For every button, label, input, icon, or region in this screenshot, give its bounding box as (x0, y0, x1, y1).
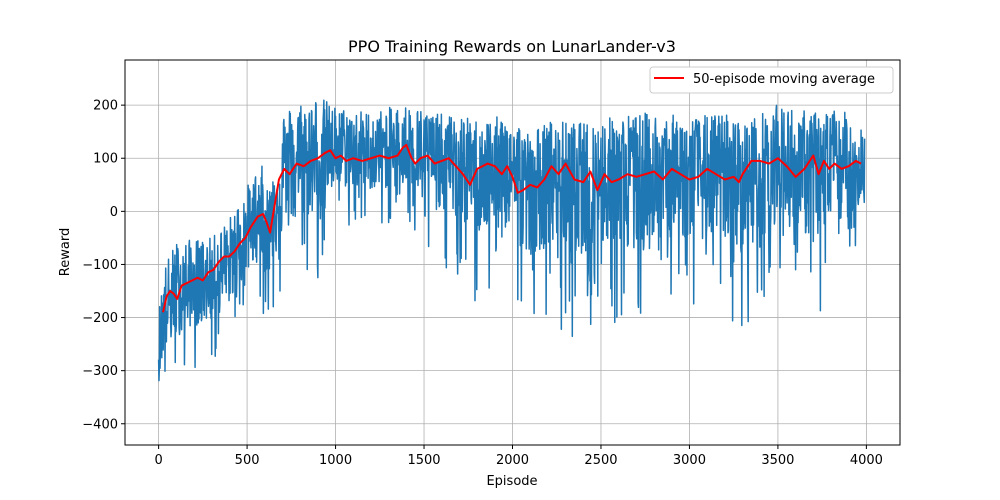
legend-box (649, 66, 894, 94)
x-tick-label: 1500 (407, 453, 440, 468)
x-tick-label: 2000 (496, 453, 529, 468)
x-axis-label: Episode (486, 474, 537, 489)
y-tick-label: −200 (82, 311, 118, 326)
x-tick-label: 2500 (584, 453, 617, 468)
y-tick-label: 200 (93, 99, 118, 114)
legend: 50-episode moving average (649, 66, 894, 94)
legend-label-moving-average: 50-episode moving average (693, 72, 875, 87)
x-tick-label: 3500 (761, 453, 794, 468)
x-tick-label: 500 (235, 453, 260, 468)
moving-average-series (162, 143, 862, 313)
y-axis-label: Reward (58, 228, 73, 276)
x-tick-label: 0 (154, 453, 162, 468)
x-tick-label: 3000 (673, 453, 706, 468)
y-tick-label: 100 (93, 152, 118, 167)
y-tick-label: −300 (82, 364, 118, 379)
y-tick-label: −100 (82, 258, 118, 273)
chart-title: PPO Training Rewards on LunarLander-v3 (348, 37, 676, 56)
y-tick-label: 0 (110, 205, 118, 220)
y-tick-label: −400 (82, 417, 118, 432)
moving-average-line (162, 143, 862, 313)
axis-ticks: 0 500 1000 1500 2000 2500 3000 3500 4000−400−300… (82, 99, 883, 468)
x-tick-label: 1000 (319, 453, 352, 468)
x-tick-label: 4000 (850, 453, 883, 468)
